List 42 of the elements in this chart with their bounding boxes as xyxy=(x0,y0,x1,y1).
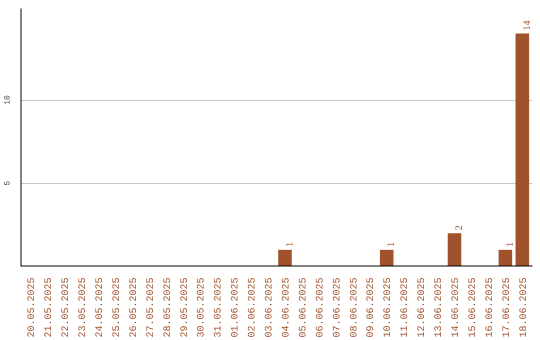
data-label: 1 xyxy=(284,242,296,247)
x-tick-label: 17.06.2025 xyxy=(502,277,513,338)
bar xyxy=(498,250,512,266)
x-tick-label: 22.05.2025 xyxy=(61,277,72,338)
data-label: 1 xyxy=(386,242,398,247)
x-tick-label: 29.05.2025 xyxy=(180,277,191,338)
data-label: 14 xyxy=(522,20,533,30)
bar xyxy=(516,33,530,266)
x-tick-label: 15.06.2025 xyxy=(468,277,479,338)
x-tick-label: 01.06.2025 xyxy=(230,277,242,338)
x-tick-label: 07.06.2025 xyxy=(332,277,344,338)
x-tick-label: 20.05.2025 xyxy=(27,277,38,338)
y-tick-label: 5 xyxy=(4,180,12,186)
bar xyxy=(380,250,394,266)
x-tick-label: 04.06.2025 xyxy=(281,277,292,338)
x-tick-label: 08.06.2025 xyxy=(349,277,360,338)
x-tick-label: 14.06.2025 xyxy=(451,277,462,338)
data-label: 2 xyxy=(454,225,466,230)
x-tick-label: 16.06.2025 xyxy=(484,277,496,338)
x-tick-label: 09.06.2025 xyxy=(366,277,378,338)
x-tick-label: 10.06.2025 xyxy=(383,277,394,338)
bar xyxy=(278,250,292,266)
x-tick-label: 31.05.2025 xyxy=(214,277,225,338)
x-tick-label: 25.05.2025 xyxy=(112,277,123,338)
y-tick-label: 10 xyxy=(4,95,12,105)
x-tick-label: 23.05.2025 xyxy=(78,277,90,338)
x-tick-label: 18.06.2025 xyxy=(518,277,530,338)
x-tick-label: 30.05.2025 xyxy=(196,277,208,338)
x-tick-label: 27.05.2025 xyxy=(146,277,157,338)
x-tick-label: 26.05.2025 xyxy=(128,277,140,338)
x-tick-label: 03.06.2025 xyxy=(264,277,276,338)
data-label: 1 xyxy=(504,242,516,247)
x-tick-label: 12.06.2025 xyxy=(417,277,428,338)
x-tick-label: 06.06.2025 xyxy=(315,277,326,338)
x-tick-label: 28.05.2025 xyxy=(162,277,174,338)
x-tick-label: 13.06.2025 xyxy=(434,277,446,338)
bar xyxy=(448,233,462,266)
x-tick-label: 21.05.2025 xyxy=(44,277,56,338)
x-tick-label: 24.05.2025 xyxy=(94,277,106,338)
x-tick-label: 11.06.2025 xyxy=(400,277,412,338)
x-tick-label: 02.06.2025 xyxy=(248,277,259,338)
x-tick-label: 05.06.2025 xyxy=(298,277,310,338)
